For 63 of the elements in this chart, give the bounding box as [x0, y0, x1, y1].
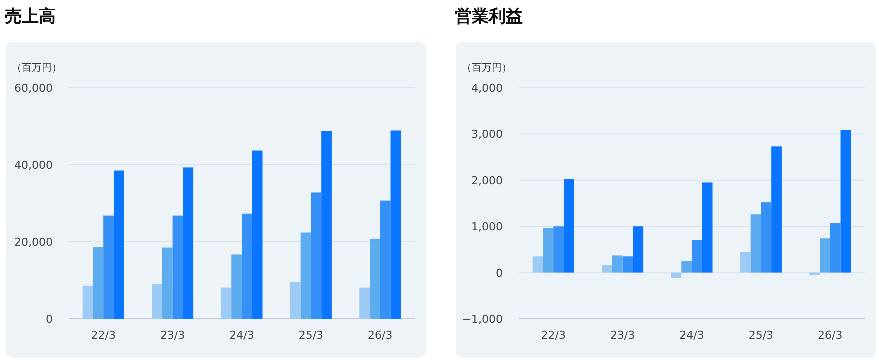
- y-axis-title: （百万円）: [12, 63, 62, 74]
- y-tick-label: 0: [496, 266, 503, 280]
- y-tick-label: 2,000: [472, 174, 503, 188]
- chart-title: 売上高: [5, 7, 56, 27]
- bar: [360, 288, 370, 319]
- bar: [750, 214, 762, 273]
- bar: [380, 200, 391, 319]
- y-tick-label: −1,000: [462, 313, 503, 326]
- bar: [162, 248, 173, 319]
- bar: [114, 170, 124, 319]
- x-tick-label: 22/3: [91, 329, 116, 342]
- bar: [671, 272, 682, 278]
- x-tick-label: 24/3: [230, 329, 254, 342]
- y-tick-label: 20,000: [14, 236, 53, 249]
- bar: [622, 256, 634, 273]
- bar: [221, 288, 232, 319]
- y-tick-label: 0: [46, 313, 53, 326]
- x-tick-label: 23/3: [160, 329, 186, 342]
- bar: [682, 261, 692, 273]
- x-tick-label: 25/3: [298, 329, 324, 342]
- y-tick-label: 4,000: [472, 82, 503, 95]
- y-axis-title: （百万円）: [462, 63, 512, 74]
- bar: [740, 252, 751, 273]
- bar: [602, 265, 612, 273]
- x-tick-label: 25/3: [748, 329, 774, 342]
- bar: [830, 223, 841, 273]
- y-tick-label: 60,000: [14, 82, 53, 95]
- bar: [840, 130, 852, 273]
- bar: [820, 238, 830, 273]
- y-tick-label: 1,000: [472, 220, 503, 234]
- chart-title: 営業利益: [455, 7, 523, 27]
- bar: [772, 146, 782, 273]
- bar: [370, 238, 380, 319]
- bar: [311, 192, 322, 319]
- bar: [300, 232, 312, 319]
- x-tick-label: 22/3: [541, 329, 566, 342]
- bar: [242, 214, 252, 319]
- bar: [532, 256, 544, 273]
- bar: [152, 284, 162, 319]
- bar: [232, 254, 242, 319]
- x-tick-label: 24/3: [680, 329, 704, 342]
- bar: [104, 216, 114, 319]
- bar: [554, 226, 564, 273]
- x-tick-label: 26/3: [368, 329, 393, 342]
- bar: [564, 179, 574, 273]
- x-tick-label: 23/3: [610, 329, 636, 342]
- bar: [322, 132, 332, 319]
- y-tick-label: 3,000: [472, 128, 503, 142]
- y-tick-label: 40,000: [14, 159, 53, 172]
- bar: [612, 256, 623, 273]
- bar: [290, 282, 301, 319]
- bar: [761, 202, 772, 273]
- bar: [692, 240, 702, 273]
- bar: [183, 168, 194, 319]
- bar: [172, 216, 184, 319]
- bar: [93, 247, 104, 319]
- bar: [390, 130, 402, 319]
- bar: [252, 150, 263, 319]
- bar: [633, 226, 644, 273]
- x-tick-label: 26/3: [818, 329, 843, 342]
- bar: [543, 228, 554, 273]
- bar: [82, 286, 94, 319]
- bar: [702, 182, 713, 273]
